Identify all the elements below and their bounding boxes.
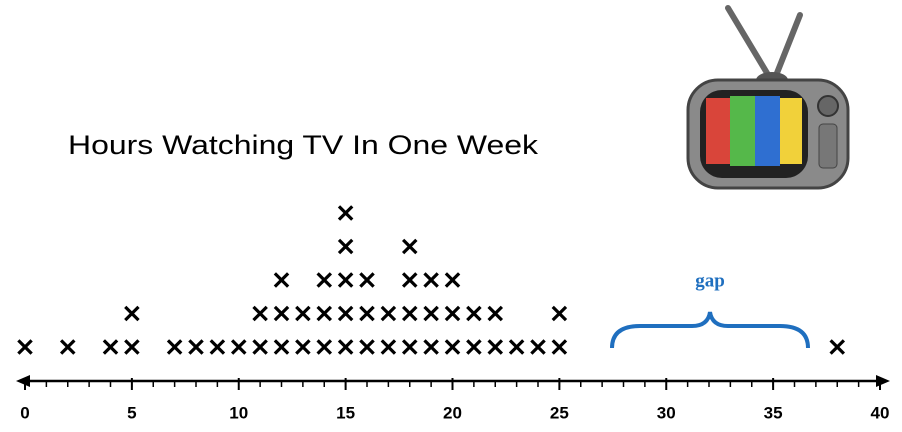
x-mark (337, 339, 354, 355)
x-mark (295, 339, 311, 355)
x-mark (337, 305, 354, 322)
x-mark (230, 339, 247, 355)
x-mark (444, 272, 461, 288)
dot-stack (359, 272, 375, 355)
x-mark (273, 272, 290, 288)
dot-stack (508, 339, 525, 355)
x-mark (166, 339, 183, 355)
x-mark (551, 305, 568, 322)
x-mark (124, 305, 140, 322)
dot-stack (829, 339, 846, 355)
x-mark (466, 305, 482, 322)
dot-stack (530, 339, 546, 355)
dot-stack (337, 205, 354, 355)
dot-stack (466, 305, 482, 355)
x-tick-label: 5 (127, 403, 136, 422)
x-mark (316, 305, 333, 322)
dot-stack (209, 339, 226, 355)
x-mark (423, 272, 439, 288)
x-mark (829, 339, 846, 355)
x-mark (188, 339, 204, 355)
x-mark (551, 339, 568, 355)
dot-stack (188, 339, 204, 355)
tv-icon (686, 5, 850, 190)
x-mark (124, 339, 140, 355)
x-mark (530, 339, 546, 355)
x-mark (337, 272, 354, 288)
x-mark (380, 339, 397, 355)
dot-stack (316, 272, 333, 355)
x-mark (444, 305, 461, 322)
gap-brace (610, 311, 810, 349)
x-tick-label: 20 (443, 403, 462, 422)
x-mark (487, 339, 504, 355)
dot-stack (444, 272, 461, 355)
x-tick-label: 35 (764, 403, 783, 422)
x-mark (401, 305, 418, 322)
dot-stack (59, 339, 76, 355)
x-mark (252, 305, 268, 322)
x-tick-label: 10 (229, 403, 248, 422)
x-mark (359, 339, 375, 355)
x-mark (316, 339, 333, 355)
x-tick-label: 25 (550, 403, 569, 422)
dot-stack (166, 339, 183, 355)
x-mark (401, 272, 418, 288)
dot-stack (487, 305, 504, 355)
dot-stack (17, 339, 33, 355)
dot-stack (423, 272, 439, 355)
x-mark (273, 339, 290, 355)
x-mark (252, 339, 268, 355)
dot-stack (124, 305, 140, 355)
x-mark (209, 339, 226, 355)
x-mark (337, 238, 354, 255)
dot-stack (273, 272, 290, 355)
x-tick-label: 40 (871, 403, 890, 422)
x-mark (359, 272, 375, 288)
x-mark (295, 305, 311, 322)
x-mark (102, 339, 119, 355)
dot-stack (252, 305, 268, 355)
x-mark (17, 339, 33, 355)
chart-title: Hours Watching TV In One Week (68, 130, 539, 160)
x-mark (337, 205, 354, 221)
x-tick-label: 0 (20, 403, 29, 422)
x-mark (401, 238, 418, 255)
x-mark (423, 305, 439, 322)
dot-stack (380, 305, 397, 355)
dot-stack (230, 339, 247, 355)
x-mark (401, 339, 418, 355)
x-mark (508, 339, 525, 355)
x-mark (273, 305, 290, 322)
x-mark (359, 305, 375, 322)
x-mark (444, 339, 461, 355)
x-tick-label: 30 (657, 403, 676, 422)
dot-stack (102, 339, 119, 355)
x-mark (59, 339, 76, 355)
x-mark (316, 272, 333, 288)
x-mark (423, 339, 439, 355)
x-mark (466, 339, 482, 355)
dot-stack (295, 305, 311, 355)
dot-stack (401, 238, 418, 355)
dot-stack (551, 305, 568, 355)
x-tick-label: 15 (336, 403, 355, 422)
annotation: gap (695, 270, 725, 291)
x-mark (487, 305, 504, 322)
x-mark (380, 305, 397, 322)
